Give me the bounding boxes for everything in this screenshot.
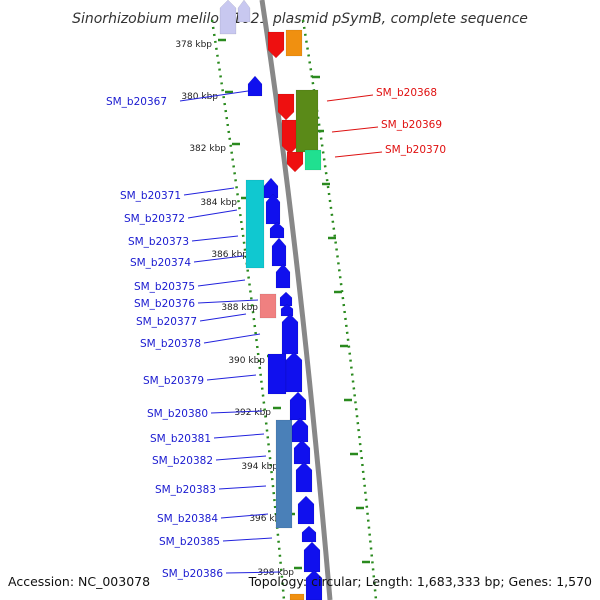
gene-leader-line (215, 455, 267, 461)
gene-feature (275, 263, 291, 289)
gene-feature (277, 93, 295, 121)
gene-label[interactable]: SM_b20382 (152, 455, 213, 467)
gene-feature (285, 351, 303, 393)
gene-feature (289, 593, 305, 600)
gene-feature (286, 151, 304, 173)
gene-feature (267, 353, 287, 395)
gene-label[interactable]: SM_b20371 (120, 190, 181, 202)
gene-feature (305, 569, 323, 600)
gene-feature (291, 417, 309, 443)
gene-feature (289, 391, 307, 421)
gene-feature (245, 179, 265, 269)
gene-feature (285, 29, 303, 57)
gene-label[interactable]: SM_b20380 (147, 408, 208, 420)
ruler-tick-label: 388 kbp (221, 303, 258, 313)
ruler-tick-label: 378 kbp (175, 40, 212, 50)
gene-feature (247, 75, 263, 97)
gene-feature (303, 541, 321, 573)
gene-leader-line (197, 279, 246, 287)
ruler-tick-label: 392 kbp (234, 408, 271, 418)
gene-label[interactable]: SM_b20381 (150, 433, 211, 445)
gene-leader-line (193, 255, 244, 263)
gene-feature (269, 221, 285, 239)
gene-label[interactable]: SM_b20384 (157, 513, 218, 525)
gene-feature (295, 89, 319, 153)
gene-leader-line (187, 209, 238, 219)
ruler-tick-label: 386 kbp (211, 250, 248, 260)
ruler-tracks (210, 19, 378, 600)
gene-leader-line (220, 513, 269, 519)
gene-label[interactable]: SM_b20386 (162, 568, 223, 580)
gene-feature (281, 313, 299, 355)
gene-label[interactable]: SM_b20368 (376, 87, 437, 99)
gene-leader-line (326, 94, 374, 102)
gene-leader-line (206, 374, 257, 381)
map-title: Sinorhizobium meliloti 1021 plasmid pSym… (72, 11, 528, 27)
gene-label[interactable]: SM_b20379 (143, 375, 204, 387)
summary-text: Topology: circular; Length: 1,683,333 bp… (248, 574, 592, 589)
gene-leader-line (331, 126, 379, 133)
accession-text: Accession: NC_003078 (8, 574, 150, 589)
gene-label[interactable]: SM_b20376 (134, 298, 195, 310)
gene-labels: SM_b20367 SM_b20371 SM_b20372 SM_b20373 SM_b… (106, 87, 446, 580)
gene-leader-line (179, 90, 249, 102)
gene-feature (301, 525, 317, 543)
ruler-tick-label: 380 kbp (181, 92, 218, 102)
gene-feature (304, 149, 322, 171)
gene-feature (280, 303, 294, 317)
gene-leader-line (183, 187, 235, 196)
gene-label[interactable]: SM_b20385 (159, 536, 220, 548)
gene-label[interactable]: SM_b20374 (130, 257, 191, 269)
gene-leader-line (199, 313, 247, 322)
gene-label[interactable]: SM_b20367 (106, 96, 167, 108)
ruler-tick-label: 398 kbp (257, 568, 294, 578)
gene-leader-line (213, 433, 265, 439)
gene-feature (267, 31, 285, 59)
gene-leader-line (225, 571, 281, 574)
gene-feature (265, 193, 281, 225)
ruler-tick-label: 382 kbp (189, 144, 226, 154)
gene-leader-line (210, 410, 263, 414)
gene-feature (281, 119, 299, 155)
gene-feature (295, 461, 313, 493)
gene-feature (275, 419, 293, 529)
gene-feature (263, 177, 279, 199)
gene-leader-line (191, 235, 239, 242)
gene-label[interactable]: SM_b20375 (134, 281, 195, 293)
gene-leader-line (197, 299, 259, 304)
gene-leader-line (222, 537, 273, 542)
ruler-tick-label: 390 kbp (228, 356, 265, 366)
backbone-line (259, 0, 333, 600)
gene-label[interactable]: SM_b20372 (124, 213, 185, 225)
gene-leader-line (334, 151, 383, 158)
gene-label[interactable]: SM_b20378 (140, 338, 201, 350)
gene-feature (237, 0, 251, 23)
gene-feature (293, 439, 311, 465)
gene-feature (219, 0, 237, 35)
label-leaders (179, 90, 383, 574)
ruler-tick-label: 384 kbp (200, 198, 237, 208)
gene-label[interactable]: SM_b20383 (155, 484, 216, 496)
gene-leader-line (218, 485, 267, 490)
gene-label[interactable]: SM_b20369 (381, 119, 442, 131)
gene-feature (279, 291, 293, 307)
gene-features (219, 0, 323, 600)
ruler-tick-label: 394 kbp (241, 462, 278, 472)
gene-feature (259, 293, 277, 319)
gene-label[interactable]: SM_b20373 (128, 236, 189, 248)
gene-label[interactable]: SM_b20377 (136, 316, 197, 328)
gene-feature (271, 237, 287, 267)
ruler-tick-label: 396 kbp (249, 514, 286, 524)
gene-label[interactable]: SM_b20370 (385, 144, 446, 156)
gene-leader-line (203, 333, 261, 344)
gene-feature (297, 495, 315, 525)
